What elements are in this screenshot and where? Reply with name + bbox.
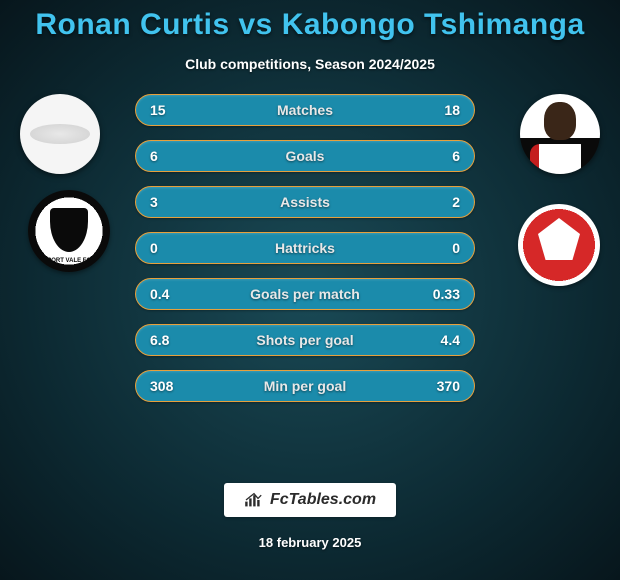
- club-right-badge: [518, 204, 600, 286]
- date-text: 18 february 2025: [259, 535, 362, 550]
- page-subtitle: Club competitions, Season 2024/2025: [185, 56, 435, 72]
- stat-row: 0.40.33Goals per match: [135, 278, 475, 310]
- stat-row: 66Goals: [135, 140, 475, 172]
- stat-label: Shots per goal: [136, 325, 474, 355]
- stat-label: Matches: [136, 95, 474, 125]
- brand-badge[interactable]: FcTables.com: [224, 483, 396, 517]
- avatar-jersey-icon: [530, 144, 590, 174]
- page-title: Ronan Curtis vs Kabongo Tshimanga: [35, 8, 584, 42]
- stat-label: Goals: [136, 141, 474, 171]
- club-left-label: PORT VALE FC: [28, 258, 110, 264]
- avatar-head-icon: [544, 102, 576, 140]
- stat-row: 6.84.4Shots per goal: [135, 324, 475, 356]
- brand-chart-icon: [244, 492, 264, 508]
- club-left-badge: PORT VALE FC: [28, 190, 110, 272]
- main-area: PORT VALE FC 1518Matches 66Goals 32Assists…: [0, 94, 620, 483]
- stat-row: 308370Min per goal: [135, 370, 475, 402]
- stat-row: 32Assists: [135, 186, 475, 218]
- stat-label: Assists: [136, 187, 474, 217]
- stats-list: 1518Matches 66Goals 32Assists 00Hattricks 0.…: [135, 94, 475, 416]
- footer: FcTables.com 18 february 2025: [224, 483, 396, 550]
- stat-label: Min per goal: [136, 371, 474, 401]
- content-wrap: Ronan Curtis vs Kabongo Tshimanga Club c…: [0, 0, 620, 580]
- club-right-inner-icon: [548, 228, 570, 250]
- stat-row: 1518Matches: [135, 94, 475, 126]
- stat-label: Hattricks: [136, 233, 474, 263]
- player-left-avatar: [20, 94, 100, 174]
- brand-text: FcTables.com: [270, 491, 376, 509]
- stat-label: Goals per match: [136, 279, 474, 309]
- stat-row: 00Hattricks: [135, 232, 475, 264]
- player-right-avatar: [520, 94, 600, 174]
